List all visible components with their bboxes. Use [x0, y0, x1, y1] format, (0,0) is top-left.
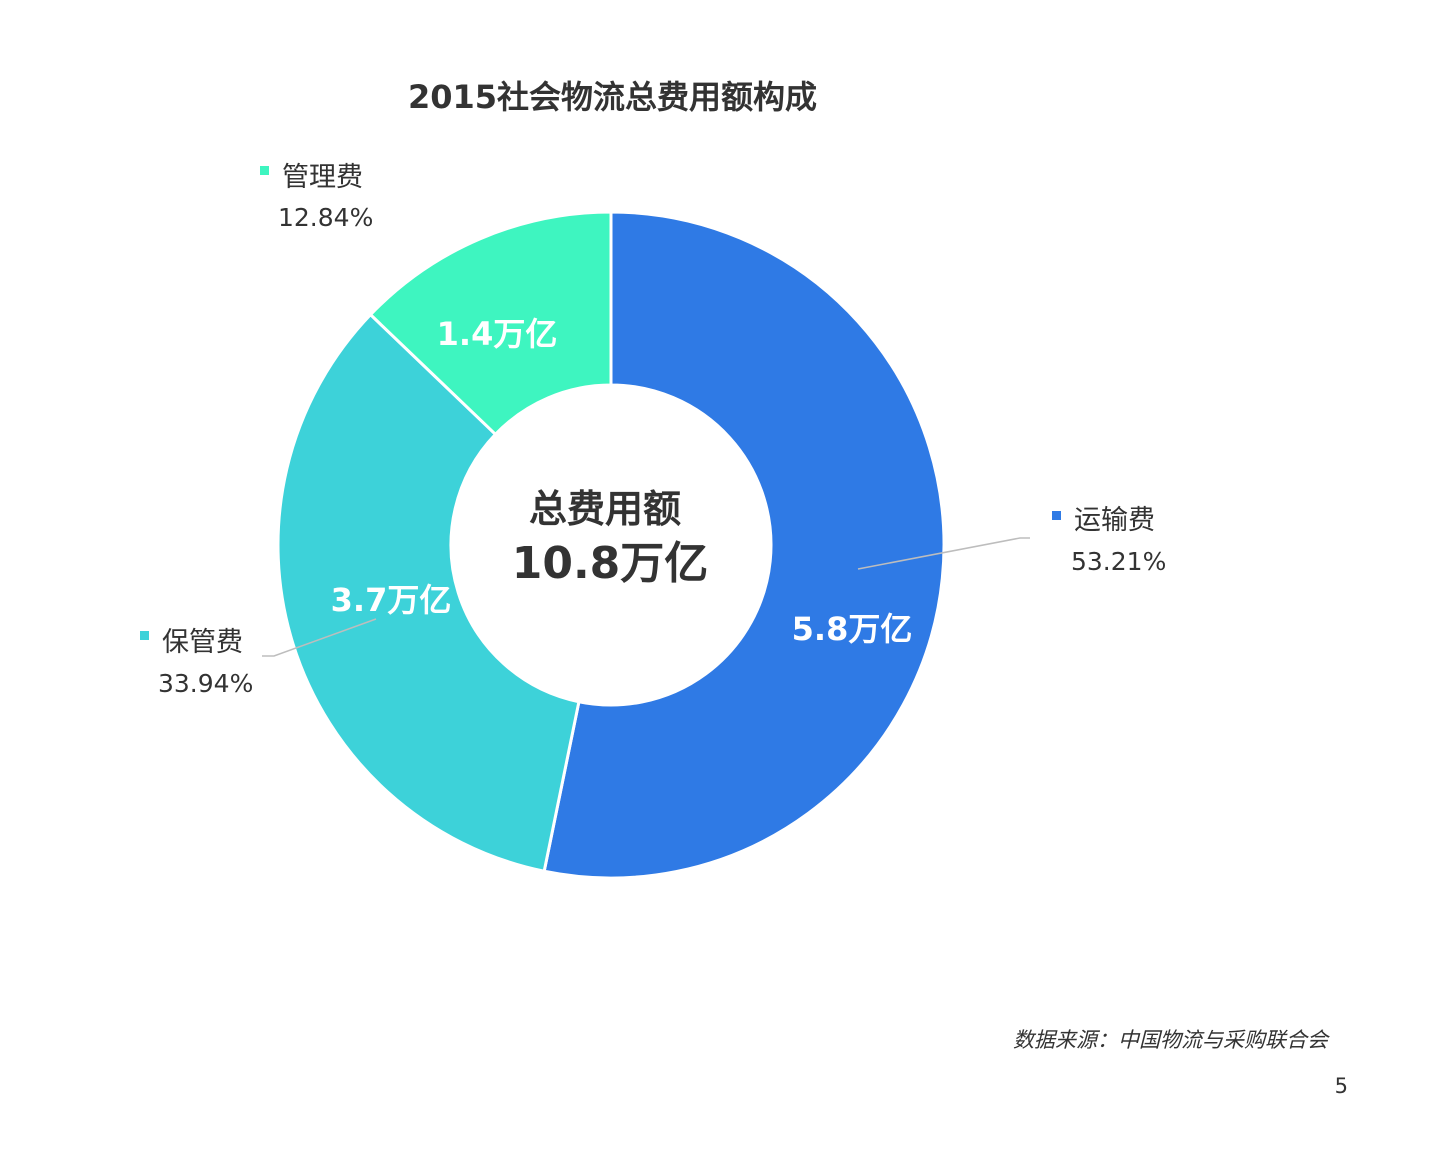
slice-value-label-2: 1.4万亿 — [437, 315, 558, 353]
slice-value-label-1: 3.7万亿 — [331, 581, 452, 619]
outer-labels: 运输费 53.21% 保管费 33.94% 管理费 12.84% — [140, 162, 1166, 698]
slice-percent-label-0: 53.21% — [1071, 547, 1166, 576]
legend-marker-1 — [140, 631, 149, 640]
slice-name-label-0: 运输费 — [1074, 505, 1155, 536]
slice-percent-label-1: 33.94% — [158, 669, 253, 698]
data-source-note: 数据来源：中国物流与采购联合会 — [1013, 1028, 1328, 1052]
leader-line-1 — [262, 618, 377, 657]
center-label-total: 10.8万亿 — [512, 538, 709, 589]
donut-hole — [451, 385, 771, 705]
slice-value-label-0: 5.8万亿 — [792, 610, 913, 648]
slice-name-label-2: 管理费 — [282, 162, 363, 193]
legend-marker-2 — [260, 166, 269, 175]
legend-marker-0 — [1052, 511, 1061, 520]
slice-value-labels: 5.8万亿 3.7万亿 1.4万亿 — [331, 315, 913, 648]
center-label-title: 总费用额 — [529, 487, 681, 531]
chart-title: 2015社会物流总费用额构成 — [407, 78, 818, 116]
page-number: 5 — [1334, 1074, 1348, 1098]
leader-lines — [262, 537, 1030, 657]
leader-line-0 — [857, 537, 1030, 570]
slice-name-label-1: 保管费 — [162, 627, 243, 658]
slice-percent-label-2: 12.84% — [278, 203, 373, 232]
